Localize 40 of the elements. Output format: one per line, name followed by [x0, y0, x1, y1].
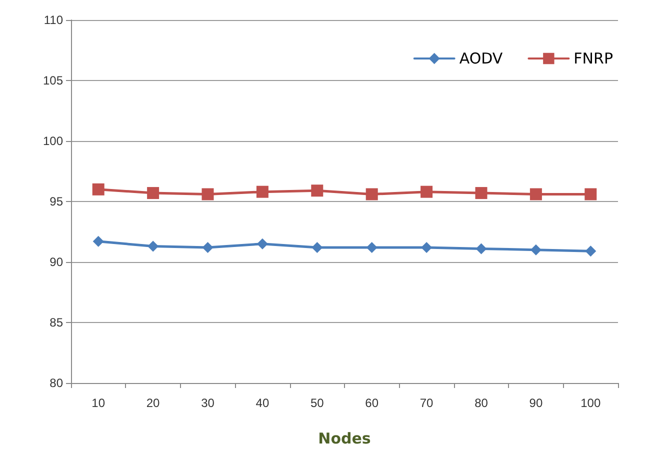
- point: [312, 242, 323, 253]
- x-tick-label: 50: [310, 396, 324, 410]
- y-tick-label: 85: [50, 316, 64, 330]
- point: [476, 243, 487, 254]
- point: [148, 240, 159, 252]
- point: [256, 238, 268, 250]
- x-tick-label: 20: [146, 396, 160, 410]
- point: [584, 188, 597, 200]
- legend-label: AODV: [459, 50, 504, 68]
- point: [92, 183, 104, 196]
- point: [92, 236, 104, 247]
- point: [366, 242, 378, 253]
- point: [420, 186, 433, 198]
- x-tick-label: 100: [580, 396, 601, 410]
- y-tick-label: 110: [44, 13, 64, 27]
- x-axis-title: Nodes: [318, 430, 371, 448]
- point: [530, 188, 542, 200]
- y-tick-label: 80: [50, 376, 64, 390]
- point: [311, 184, 324, 197]
- point: [585, 246, 596, 257]
- x-tick-label: 10: [92, 396, 106, 410]
- x-tick-label: 80: [474, 396, 488, 410]
- x-tick-label: 40: [256, 396, 270, 410]
- point: [366, 188, 378, 200]
- y-tick-label: 100: [42, 134, 64, 148]
- y-tick-label: 105: [42, 74, 64, 88]
- x-tick-label: 70: [420, 396, 434, 410]
- point: [475, 187, 488, 200]
- point: [256, 186, 268, 198]
- x-tick-label: 90: [529, 396, 543, 410]
- point: [202, 188, 214, 200]
- x-tick-label: 60: [365, 396, 379, 410]
- x-tick-label: 30: [201, 396, 215, 410]
- y-tick-label: 95: [50, 194, 64, 208]
- point: [202, 242, 214, 253]
- point: [421, 242, 432, 253]
- y-tick-label: 90: [50, 255, 64, 269]
- point: [147, 187, 160, 200]
- point: [530, 244, 542, 256]
- legend-label: FNRP: [574, 50, 614, 68]
